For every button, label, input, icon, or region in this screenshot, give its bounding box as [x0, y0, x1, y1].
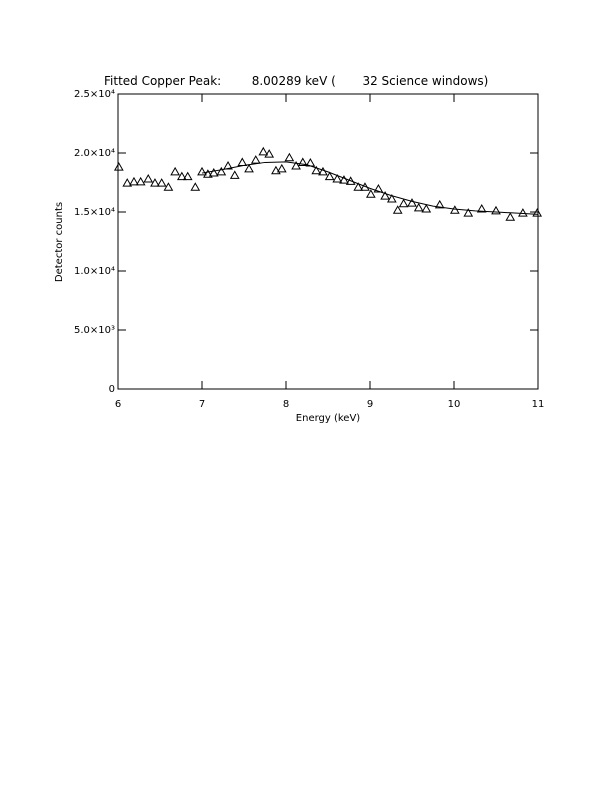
- y-tick-label: 2.5×10⁴: [74, 89, 115, 100]
- data-point: [476, 204, 487, 213]
- data-point: [264, 149, 275, 158]
- data-point: [216, 166, 227, 176]
- data-point: [365, 189, 376, 198]
- data-point: [170, 166, 180, 176]
- data-point: [297, 157, 308, 166]
- y-axis-label: Detector counts: [54, 202, 65, 282]
- data-point: [129, 176, 139, 186]
- data-point: [271, 165, 281, 175]
- plot-frame: [117, 93, 539, 390]
- data-point: [324, 171, 335, 181]
- data-point: [332, 173, 343, 183]
- x-tick-label: 8: [283, 399, 289, 410]
- x-tick-label: 11: [532, 399, 545, 410]
- data-point: [434, 199, 445, 209]
- data-point: [237, 157, 248, 166]
- data-point: [203, 169, 213, 178]
- data-point: [122, 178, 133, 187]
- data-point: [339, 175, 349, 184]
- y-tick-label: 0: [109, 384, 115, 395]
- y-tick-label: 1.0×10⁴: [74, 266, 115, 277]
- data-point: [532, 208, 543, 217]
- data-point: [413, 202, 424, 212]
- data-point: [407, 198, 417, 207]
- data-point: [135, 176, 146, 186]
- data-point: [150, 178, 160, 187]
- x-tick-label: 10: [448, 399, 461, 410]
- data-point: [208, 168, 219, 177]
- x-tick-label: 9: [367, 399, 373, 410]
- data-point: [197, 166, 207, 176]
- data-point: [258, 146, 269, 156]
- fit-line: [201, 161, 539, 215]
- data-point: [229, 170, 240, 179]
- data-point: [190, 182, 201, 191]
- data-point: [398, 198, 409, 208]
- data-point: [113, 162, 124, 171]
- data-point: [463, 208, 474, 217]
- data-point: [505, 212, 516, 221]
- data-point: [373, 183, 384, 193]
- data-point: [284, 152, 295, 162]
- data-point: [386, 194, 397, 203]
- x-axis-label: Energy (keV): [296, 413, 361, 424]
- data-point: [291, 160, 301, 170]
- data-point: [143, 173, 154, 183]
- data-point: [250, 155, 261, 164]
- data-point: [244, 163, 254, 173]
- data-point: [380, 191, 390, 200]
- data-point: [176, 171, 187, 181]
- data-point: [163, 182, 174, 191]
- data-point: [518, 208, 528, 217]
- data-point: [491, 205, 501, 215]
- chart-title: Fitted Copper Peak: 8.00289 keV ( 32 Sci…: [104, 74, 488, 88]
- x-tick-label: 6: [115, 399, 121, 410]
- data-point: [311, 165, 322, 175]
- y-tick-label: 5.0×10³: [74, 325, 115, 336]
- y-tick-label: 2.0×10⁴: [74, 148, 115, 159]
- data-point: [276, 163, 287, 173]
- data-point: [421, 204, 432, 213]
- data-point: [156, 178, 167, 187]
- x-tick-label: 7: [199, 399, 205, 410]
- data-point: [345, 176, 356, 185]
- data-point: [182, 171, 193, 181]
- data-point: [353, 182, 364, 191]
- data-point: [392, 205, 403, 214]
- y-tick-label: 1.5×10⁴: [74, 207, 115, 218]
